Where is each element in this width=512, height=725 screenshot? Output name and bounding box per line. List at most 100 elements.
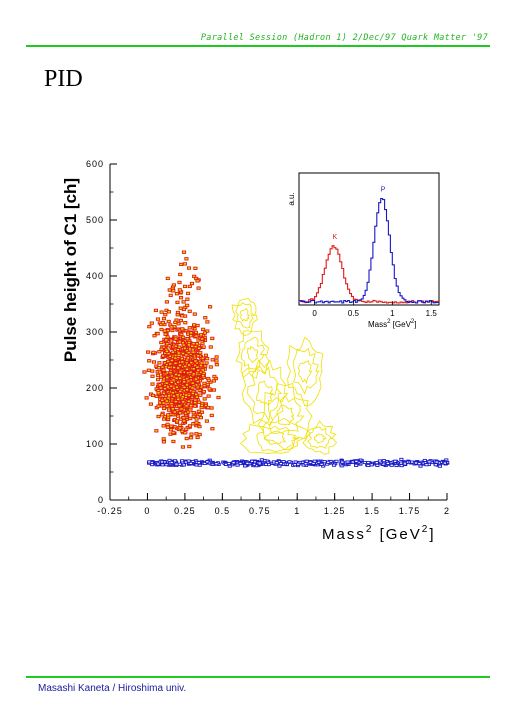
kaon-point (209, 413, 214, 418)
kaon-point (162, 329, 167, 333)
x-tick-label: 1 (294, 506, 300, 516)
proton-point (331, 463, 337, 467)
kaon-point (173, 399, 178, 404)
kaon-point (208, 365, 213, 369)
proton-point (442, 461, 447, 465)
kaon-point (161, 354, 166, 358)
kaon-point (187, 284, 192, 289)
x-tick-label: 1.75 (399, 506, 421, 516)
proton-point (287, 460, 292, 464)
kaon-point (161, 316, 167, 321)
kaon-point (184, 388, 190, 392)
kaon-point (186, 343, 191, 347)
kaon-point (168, 370, 173, 375)
proton-point (188, 461, 193, 465)
kaon-point (198, 415, 203, 420)
kaon-point (187, 363, 192, 367)
proton-point (385, 461, 390, 465)
kaon-point (191, 341, 196, 346)
proton-point (369, 463, 374, 467)
kaon-point (161, 440, 166, 444)
kaon-point (165, 335, 170, 339)
kaon-point (214, 359, 219, 363)
kaon-point (192, 323, 197, 327)
contour-line (276, 404, 295, 426)
kaon-point (142, 370, 147, 374)
kaon-point (156, 414, 161, 419)
kaon-point (193, 266, 198, 270)
proton-point (427, 460, 432, 464)
kaon-point (173, 372, 179, 377)
kaon-point (188, 416, 193, 421)
kaon-point (191, 367, 196, 371)
proton-point (312, 459, 317, 463)
kaon-point (199, 361, 204, 365)
kaon-point (174, 292, 180, 296)
kaon-point (197, 346, 202, 350)
kaon-point (182, 262, 187, 266)
contour-line (293, 347, 320, 395)
contour-line (286, 336, 324, 407)
kaon-point (176, 351, 181, 355)
kaon-point (157, 370, 162, 374)
kaon-point (165, 385, 171, 389)
proton-point (304, 459, 309, 463)
kaon-point (151, 360, 157, 364)
kaon-point (156, 366, 161, 370)
kaon-point (179, 332, 184, 337)
kaon-point (176, 366, 181, 370)
kaon-point (204, 361, 209, 365)
y-tick-label: 400 (86, 271, 104, 281)
kaon-point (184, 427, 189, 431)
proton-point (214, 462, 219, 466)
y-tick-label: 600 (86, 159, 104, 169)
kaon-point (176, 397, 181, 401)
proton-point (231, 461, 236, 465)
x-axis-label: Mass2 [GeV2] (322, 524, 436, 543)
kaon-point (203, 316, 208, 320)
kaon-point (166, 413, 171, 417)
kaon-point (198, 351, 203, 355)
proton-point (399, 457, 404, 461)
kaon-point (171, 430, 176, 435)
proton-point (354, 463, 359, 467)
kaon-point (159, 375, 164, 379)
kaon-point (189, 360, 194, 365)
kaon-point (174, 419, 180, 423)
kaon-point (146, 350, 151, 354)
proton-point (377, 459, 382, 463)
kaon-point (187, 444, 192, 449)
kaon-point (155, 373, 161, 378)
kaon-point (189, 403, 194, 408)
inset-y-label: a.u. (287, 192, 296, 205)
proton-point (177, 462, 182, 466)
y-axis-label: Pulse height of C1 [ch] (61, 178, 80, 362)
kaon-point (216, 395, 221, 400)
kaon-point (160, 398, 165, 402)
proton-point (160, 463, 165, 467)
kaon-point (175, 393, 180, 397)
kaon-point (185, 356, 190, 360)
proton-point (410, 460, 415, 464)
kaon-point (165, 276, 170, 281)
kaon-point (189, 281, 195, 286)
proton-point (417, 462, 422, 466)
kaon-point (157, 361, 162, 365)
kaon-point (178, 272, 183, 277)
kaon-point (150, 393, 156, 398)
kaon-point (205, 320, 210, 324)
kaon-point (180, 395, 185, 399)
proton-point (402, 462, 407, 466)
kaon-point (144, 396, 149, 400)
kaon-point (159, 310, 164, 314)
kaon-point (203, 364, 208, 368)
y-tick-label: 200 (86, 383, 104, 393)
kaon-point (161, 345, 166, 350)
kaon-point (173, 320, 178, 325)
proton-point (173, 459, 178, 463)
kaon-point (185, 297, 190, 301)
kaon-point (161, 391, 166, 396)
kaon-point (191, 372, 196, 376)
proton-point (326, 460, 331, 464)
proton-point (374, 461, 379, 465)
